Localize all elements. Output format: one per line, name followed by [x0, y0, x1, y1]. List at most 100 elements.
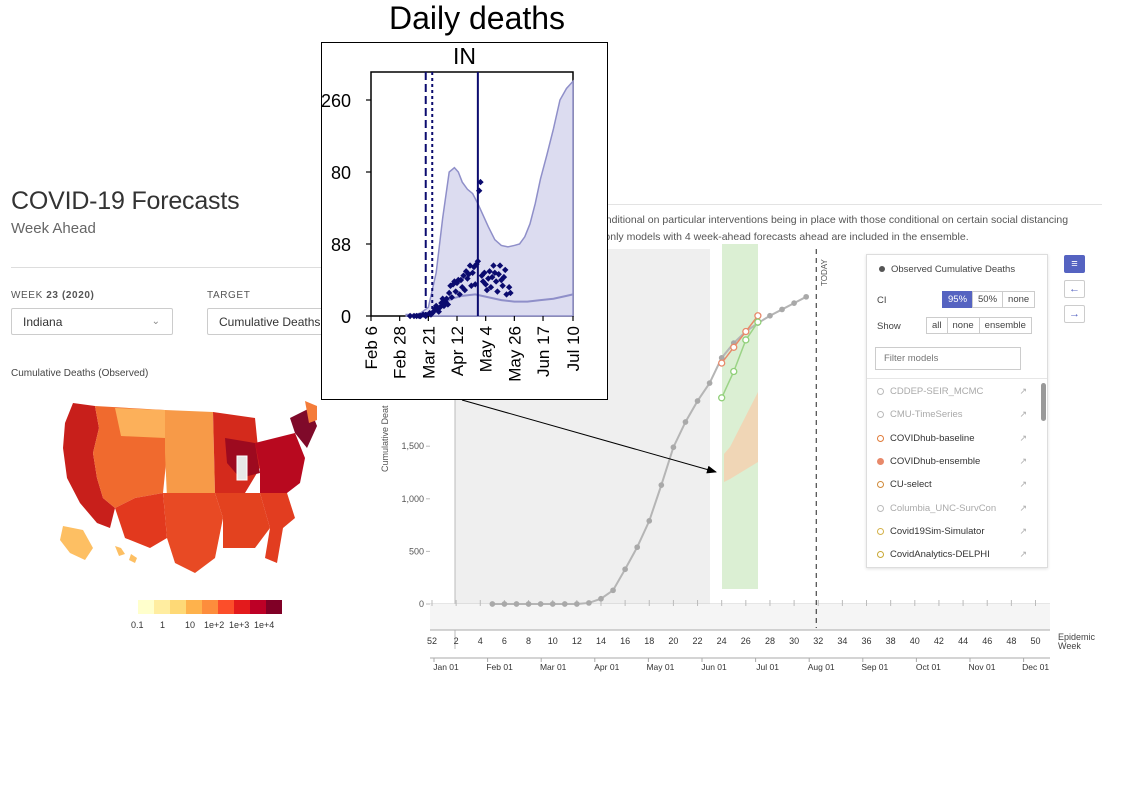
observed-point[interactable] — [670, 444, 677, 451]
ensemble-point[interactable] — [730, 367, 738, 376]
ensemble-point[interactable] — [754, 318, 762, 326]
external-link-icon[interactable]: ↗ — [1019, 455, 1027, 466]
observed-point[interactable] — [767, 312, 773, 319]
map-alaska[interactable] — [60, 526, 93, 560]
week-tick-label: 44 — [958, 636, 968, 646]
baseline-point[interactable] — [730, 343, 738, 351]
daily-death-point — [490, 262, 497, 269]
model-legend-panel: Observed Cumulative Deaths CI 95% 50% no… — [866, 254, 1048, 568]
inset-x-tick-label: Mar 21 — [419, 326, 438, 379]
map-maine[interactable] — [305, 401, 317, 423]
model-item[interactable]: CDDEP-SEIR_MCMC ↗ — [877, 386, 1027, 397]
month-tick-label: Mar 01 — [540, 662, 567, 672]
map-legend-tick: 1e+4 — [254, 620, 275, 630]
map-plains-south[interactable] — [163, 493, 223, 573]
model-item[interactable]: COVIDhub-baseline ↗ — [877, 433, 1027, 444]
external-link-icon[interactable]: ↗ — [1019, 409, 1027, 420]
observed-point[interactable] — [694, 398, 701, 404]
us-choropleth-map[interactable] — [55, 398, 320, 588]
map-mountain-north[interactable] — [115, 408, 165, 438]
week-tick-label: 40 — [910, 636, 920, 646]
map-mid-atlantic[interactable] — [255, 433, 305, 493]
month-tick-label: Jun 01 — [701, 662, 727, 672]
daily-death-point — [487, 284, 495, 291]
observed-point[interactable] — [501, 601, 508, 607]
observed-point[interactable] — [598, 595, 604, 602]
baseline-forecast-line — [721, 315, 759, 364]
map-southwest[interactable] — [115, 493, 167, 548]
model-name: CovidAnalytics-DELPHI — [890, 549, 990, 561]
observed-point[interactable] — [646, 518, 653, 524]
model-item[interactable]: CU-select ↗ — [877, 479, 1027, 490]
observed-point[interactable] — [513, 601, 520, 607]
ensemble-point[interactable] — [718, 394, 726, 402]
observed-point[interactable] — [658, 482, 665, 488]
observed-point[interactable] — [525, 601, 532, 607]
ensemble-point[interactable] — [742, 336, 750, 344]
observed-point[interactable] — [791, 300, 797, 306]
reference-lines — [424, 72, 479, 316]
back-arrow-button[interactable]: ← — [1064, 280, 1085, 298]
map-southeast[interactable] — [260, 493, 295, 563]
show-all-button[interactable]: all — [926, 317, 948, 334]
ci-none-button[interactable]: none — [1002, 291, 1036, 308]
ensemble-forecast-points — [718, 318, 762, 402]
observed-point[interactable] — [586, 600, 592, 606]
filter-models-input[interactable] — [875, 347, 1021, 370]
map-legend-colorbar — [138, 600, 282, 614]
model-item[interactable]: Covid19Sim-Simulator ↗ — [877, 526, 1027, 537]
observed-legend[interactable]: Observed Cumulative Deaths — [879, 264, 1015, 275]
month-tick-label: Sep 01 — [861, 662, 888, 672]
week-label: WEEK 23 (2020) — [11, 290, 94, 301]
observed-point[interactable] — [803, 293, 810, 300]
external-link-icon[interactable]: ↗ — [1019, 549, 1027, 560]
observed-point[interactable] — [537, 601, 544, 607]
week-tick-label: 48 — [1006, 636, 1016, 646]
model-list-scrollbar[interactable] — [1041, 383, 1046, 421]
daily-death-point — [448, 294, 455, 301]
external-link-icon[interactable]: ↗ — [1019, 502, 1027, 513]
week-tick-label: 26 — [741, 636, 751, 646]
observed-point[interactable] — [779, 306, 785, 313]
divider — [867, 378, 1047, 379]
model-item[interactable]: COVIDhub-ensemble ↗ — [877, 456, 1027, 467]
model-color-dot-icon — [877, 411, 884, 419]
target-select[interactable]: Cumulative Deaths — [207, 308, 327, 335]
forward-arrow-button[interactable]: → — [1064, 305, 1085, 323]
observed-point[interactable] — [718, 354, 725, 361]
external-link-icon[interactable]: ↗ — [1019, 386, 1027, 396]
external-link-icon[interactable]: ↗ — [1019, 525, 1027, 536]
show-none-button[interactable]: none — [946, 317, 980, 334]
model-name: COVIDhub-baseline — [890, 432, 975, 444]
observed-point[interactable] — [610, 587, 616, 594]
show-ensemble-button[interactable]: ensemble — [978, 317, 1032, 334]
observed-point[interactable] — [489, 601, 496, 607]
region-select[interactable]: Indiana ⌄ — [11, 308, 173, 335]
model-item[interactable]: CMU-TimeSeries ↗ — [877, 409, 1027, 420]
model-item[interactable]: CovidAnalytics-DELPHI ↗ — [877, 549, 1027, 560]
ci-50-button[interactable]: 50% — [972, 291, 1004, 308]
menu-button[interactable]: ≡ — [1064, 255, 1085, 273]
observed-point[interactable] — [622, 566, 628, 573]
map-plains[interactable] — [165, 410, 215, 498]
week-tick-label: 52 — [427, 636, 437, 646]
baseline-point[interactable] — [718, 359, 726, 367]
daily-death-point — [417, 312, 424, 320]
external-link-icon[interactable]: ↗ — [1019, 479, 1027, 490]
observed-point[interactable] — [561, 601, 568, 607]
baseline-point[interactable] — [754, 312, 762, 320]
inset-y-ticks: 0 88 80 260 — [321, 91, 371, 327]
map-indiana-highlight[interactable] — [236, 455, 248, 481]
map-west-coast[interactable] — [63, 403, 115, 528]
observed-point[interactable] — [549, 601, 556, 607]
model-item[interactable]: Columbia_UNC-SurvCon ↗ — [877, 503, 1027, 514]
observed-point[interactable] — [634, 544, 641, 551]
baseline-point[interactable] — [742, 327, 750, 336]
observed-point[interactable] — [682, 419, 689, 425]
observed-point[interactable] — [706, 380, 713, 386]
external-link-icon[interactable]: ↗ — [1019, 432, 1027, 443]
map-hawaii[interactable] — [115, 546, 137, 563]
observed-point[interactable] — [573, 601, 580, 607]
map-south[interactable] — [215, 493, 270, 548]
ci-95-button[interactable]: 95% — [942, 291, 974, 308]
